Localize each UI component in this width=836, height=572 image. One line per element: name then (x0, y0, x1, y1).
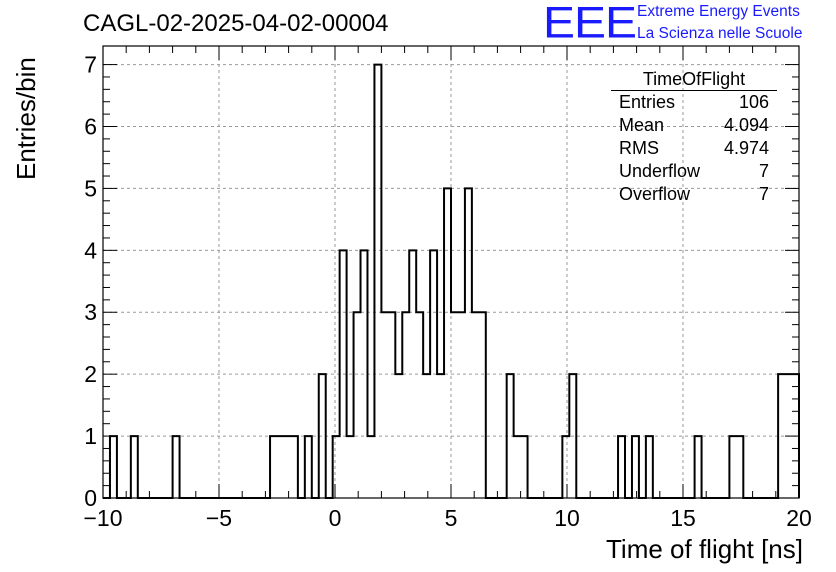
histogram-bar (277, 436, 284, 498)
stats-label: Overflow (619, 184, 691, 204)
histogram-bar (451, 312, 458, 498)
y-tick-label: 5 (84, 175, 97, 201)
histogram-bar (333, 436, 340, 498)
stats-label: RMS (619, 138, 659, 158)
x-tick-label: 15 (670, 505, 696, 531)
histogram-bar (381, 312, 388, 498)
histogram-bar (416, 312, 423, 498)
y-tick-label: 4 (84, 237, 97, 263)
histogram-bar (291, 436, 298, 498)
stats-value: 4.094 (723, 115, 769, 135)
histogram-bar (110, 436, 117, 498)
stats-label: Underflow (619, 161, 701, 181)
stats-row: RMS 4.974 (611, 137, 777, 160)
histogram-bar (736, 436, 743, 498)
histogram-bar (472, 312, 479, 498)
tick-labels: −10 −5 0 5 10 15 20 0 1 2 3 4 5 6 7 (83, 52, 811, 531)
y-tick-label: 6 (84, 113, 97, 139)
stats-row: Underflow 7 (611, 160, 777, 183)
histogram-bar (402, 312, 409, 498)
stats-value: 4.974 (723, 138, 769, 158)
chart-title: CAGL-02-2025-04-02-00004 (83, 10, 389, 37)
x-tick-label: 5 (445, 505, 458, 531)
histogram-bar (131, 436, 138, 498)
histogram-bar (305, 436, 312, 498)
histogram-bar (173, 436, 180, 498)
logo-line-1: Extreme Energy Events (637, 3, 800, 20)
stats-title: TimeOfFlight (611, 68, 777, 91)
histogram-bar (388, 312, 395, 498)
y-tick-label: 1 (84, 423, 97, 449)
histogram-bar (374, 65, 381, 498)
histogram-bar (444, 188, 451, 498)
stats-value: 106 (738, 92, 769, 112)
stats-label: Mean (619, 115, 665, 135)
y-tick-label: 3 (84, 299, 97, 325)
x-tick-label: 20 (786, 505, 812, 531)
logo-line-2: La Scienza nelle Scuole (637, 25, 803, 42)
histogram-bar (514, 436, 521, 498)
eee-logo: EEE (543, 0, 637, 48)
axis-ticks (102, 46, 800, 499)
x-tick-label: −10 (83, 505, 122, 531)
y-tick-label: 7 (84, 52, 97, 78)
histogram-bar (729, 436, 736, 498)
stats-row: Mean 4.094 (611, 114, 777, 137)
histogram-bar (695, 436, 702, 498)
histogram-bar (465, 188, 472, 498)
x-tick-label: −5 (206, 505, 232, 531)
histogram-bar (270, 436, 277, 498)
histogram-bar (521, 436, 528, 498)
histogram-bar (354, 312, 361, 498)
x-tick-label: 0 (329, 505, 342, 531)
histogram-bar (632, 436, 639, 498)
y-axis-label: Entries/bin (11, 57, 41, 180)
histogram-bar (646, 436, 653, 498)
x-tick-label: 10 (554, 505, 580, 531)
histogram-bar (458, 312, 465, 498)
stats-value: 7 (758, 161, 769, 181)
y-tick-label: 2 (84, 361, 97, 387)
stats-label: Entries (619, 92, 676, 112)
y-tick-label: 0 (84, 485, 97, 511)
stats-value: 7 (758, 184, 769, 204)
histogram-bar (347, 436, 354, 498)
histogram-bar (562, 436, 569, 498)
stats-row: Overflow 7 (611, 183, 777, 206)
stats-row: Entries 106 (611, 91, 777, 114)
stats-box: TimeOfFlight Entries 106 Mean 4.094 RMS … (611, 68, 777, 206)
x-axis-label: Time of flight [ns] (606, 534, 803, 564)
histogram-bar (367, 436, 374, 498)
histogram-bar (284, 436, 291, 498)
histogram-bar (618, 436, 625, 498)
histogram-bar (479, 312, 486, 498)
